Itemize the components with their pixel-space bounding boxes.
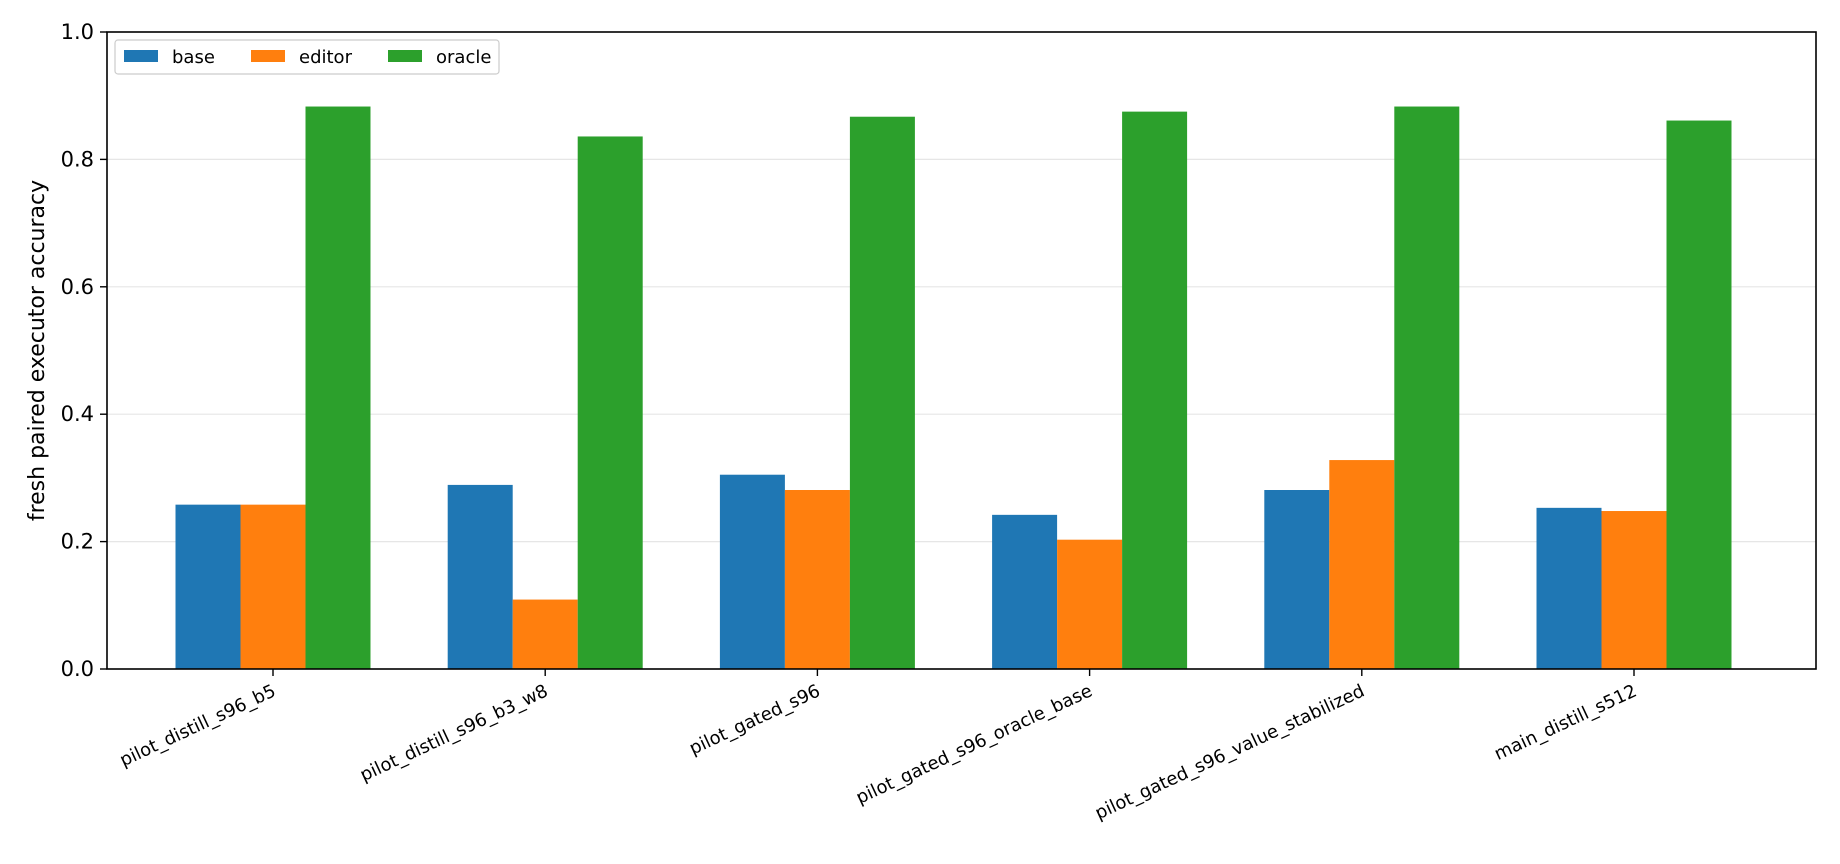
legend-label-oracle: oracle bbox=[436, 47, 491, 68]
bar-oracle-2 bbox=[577, 136, 643, 669]
bar-editor-2 bbox=[512, 599, 578, 669]
legend: base editor oracle bbox=[114, 39, 500, 75]
bar-oracle-1 bbox=[305, 106, 371, 670]
bar-editor-4 bbox=[1057, 539, 1123, 669]
y-tick-label: 0.0 bbox=[61, 657, 94, 681]
legend-box bbox=[114, 39, 500, 75]
bar-editor-1 bbox=[240, 504, 306, 669]
y-tick-label: 0.4 bbox=[61, 402, 94, 426]
bar-base-2 bbox=[447, 484, 513, 669]
legend-swatch-base bbox=[124, 50, 158, 62]
bar-oracle-4 bbox=[1122, 111, 1188, 669]
bar-oracle-6 bbox=[1666, 120, 1732, 670]
legend-swatch-editor bbox=[251, 50, 285, 62]
bar-base-5 bbox=[1264, 490, 1330, 669]
plot-frame bbox=[106, 31, 1817, 670]
legend-label-editor: editor bbox=[299, 47, 353, 68]
bar-base-4 bbox=[992, 514, 1058, 669]
y-tick-label: 0.6 bbox=[61, 275, 94, 299]
y-tick-label: 0.2 bbox=[61, 530, 94, 554]
y-tick-label: 0.8 bbox=[61, 147, 94, 171]
bar-oracle-5 bbox=[1394, 106, 1460, 670]
y-gridlines bbox=[107, 158, 1816, 543]
bars bbox=[175, 106, 1732, 670]
bar-editor-6 bbox=[1601, 511, 1667, 669]
y-axis-label: fresh paired executor accuracy bbox=[25, 180, 50, 521]
bar-base-6 bbox=[1536, 507, 1602, 669]
legend-swatch-oracle bbox=[388, 50, 422, 62]
bar-base-3 bbox=[719, 474, 785, 669]
bar-base-1 bbox=[175, 504, 241, 669]
bar-oracle-3 bbox=[849, 116, 915, 669]
bar-editor-3 bbox=[784, 490, 850, 669]
y-tick-label: 1.0 bbox=[61, 20, 94, 44]
y-axis-ticks: 0.0 0.2 0.4 0.6 0.8 1.0 bbox=[61, 20, 107, 681]
bar-editor-5 bbox=[1329, 460, 1395, 669]
legend-label-base: base bbox=[172, 47, 215, 68]
